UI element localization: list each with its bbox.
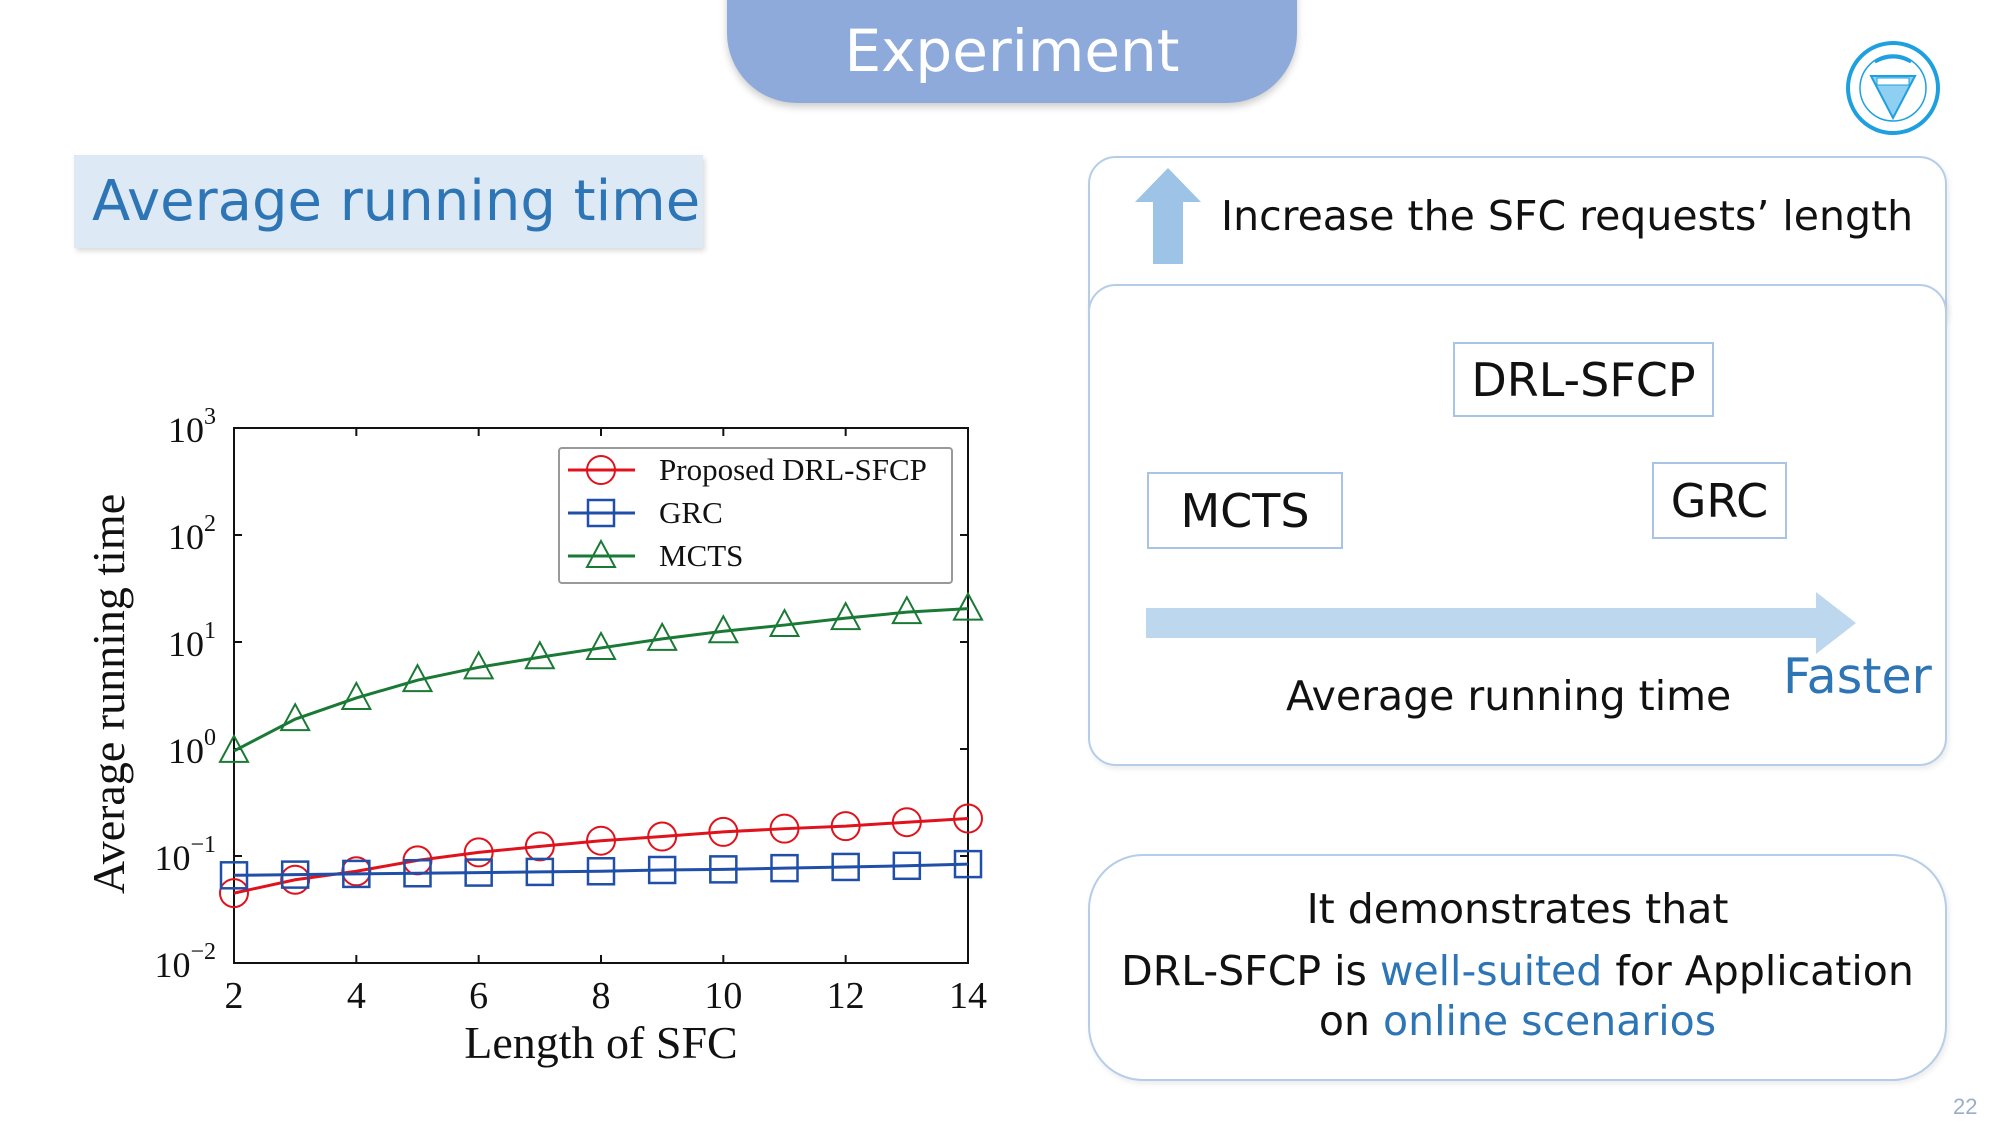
highlight-well-suited: well-suited xyxy=(1379,947,1603,995)
x-tick-label: 2 xyxy=(225,975,244,1017)
data-point-square xyxy=(770,853,799,883)
conclusion-line-1: It demonstrates that xyxy=(1306,885,1729,933)
y-tick-exponent: 0 xyxy=(204,725,216,751)
y-tick-base: 10 xyxy=(168,731,204,771)
up-arrow-icon xyxy=(1135,168,1201,264)
section-heading: Average running time xyxy=(74,155,703,248)
data-point-triangle xyxy=(646,621,678,651)
y-tick-base: 10 xyxy=(154,945,190,985)
x-tick-label: 4 xyxy=(347,975,366,1017)
data-point-triangle xyxy=(768,607,801,638)
page-number: 22 xyxy=(1953,1094,1978,1119)
section-title: Average running time xyxy=(92,169,701,234)
data-point-square xyxy=(647,855,677,885)
slide-title: Experiment xyxy=(844,16,1180,85)
drl-sfcp-box: DRL-SFCP xyxy=(1453,342,1714,417)
data-point-square xyxy=(709,855,738,884)
conclusion-panel xyxy=(1088,854,1947,1081)
legend-label: Proposed DRL-SFCP xyxy=(659,452,927,487)
data-point-triangle xyxy=(401,663,434,693)
data-point-circle xyxy=(524,831,555,862)
data-point-circle xyxy=(891,807,922,838)
data-point-square xyxy=(219,861,249,890)
y-tick-label: 100 xyxy=(168,725,216,771)
conclusion-text-part: on xyxy=(1318,997,1384,1045)
data-point-triangle xyxy=(891,595,923,625)
y-tick-label: 103 xyxy=(168,404,216,450)
slide-title-banner: Experiment xyxy=(727,0,1297,103)
data-point-triangle xyxy=(707,614,740,644)
data-point-triangle xyxy=(585,630,617,660)
data-point-square xyxy=(403,858,432,888)
right-arrow-icon xyxy=(1146,592,1856,654)
y-tick-exponent: 1 xyxy=(204,618,216,644)
mcts-box: MCTS xyxy=(1147,472,1343,549)
data-point-square xyxy=(586,857,616,886)
data-point-square xyxy=(280,860,310,889)
y-tick-exponent: 3 xyxy=(204,404,216,430)
data-point-square xyxy=(953,849,983,879)
data-point-circle xyxy=(647,821,678,852)
data-point-circle xyxy=(769,813,800,844)
university-logo xyxy=(1846,41,1940,135)
y-tick-exponent: −1 xyxy=(190,832,216,858)
y-tick-exponent: −2 xyxy=(190,939,216,965)
data-point-circle xyxy=(708,816,739,847)
legend-box xyxy=(558,447,953,584)
data-point-circle xyxy=(463,837,494,868)
y-tick-base: 10 xyxy=(154,838,190,878)
x-tick-label: 10 xyxy=(704,975,742,1017)
faster-label: Faster xyxy=(1783,648,1932,705)
data-point-circle xyxy=(219,878,249,909)
conclusion-text-part: DRL-SFCP is xyxy=(1121,947,1380,995)
grc-box: GRC xyxy=(1652,462,1787,539)
data-point-triangle xyxy=(829,601,862,631)
data-point-square xyxy=(464,858,493,887)
conclusion-text-part: for Application xyxy=(1602,947,1914,995)
series-line-triangle xyxy=(233,607,969,753)
y-tick-label: 101 xyxy=(168,618,216,664)
conclusion-line-2: DRL-SFCP is well-suited for Application xyxy=(1088,946,1947,996)
data-point-square xyxy=(831,852,860,882)
data-point-square xyxy=(342,859,371,889)
y-tick-label: 10−2 xyxy=(154,939,216,985)
y-axis-label: Average running time xyxy=(83,494,134,894)
x-axis-label: Length of SFC xyxy=(464,1017,737,1068)
highlight-online-scenarios: online scenarios xyxy=(1383,997,1717,1045)
data-point-triangle xyxy=(279,702,311,732)
data-point-square xyxy=(892,851,922,881)
data-point-circle xyxy=(953,803,983,834)
data-point-triangle xyxy=(340,680,373,710)
data-point-triangle xyxy=(952,591,984,621)
data-point-circle xyxy=(586,825,616,856)
y-tick-label: 10−1 xyxy=(154,832,216,878)
series-line-circle xyxy=(233,817,969,895)
data-point-triangle xyxy=(218,733,250,763)
data-point-circle xyxy=(830,811,861,842)
data-point-triangle xyxy=(462,650,495,680)
legend-marker-triangle xyxy=(585,538,617,568)
legend-marker-circle xyxy=(586,455,616,485)
y-tick-base: 10 xyxy=(168,624,204,664)
x-tick-label: 6 xyxy=(469,975,488,1017)
x-tick-label: 12 xyxy=(827,975,865,1017)
x-tick-label: 8 xyxy=(592,975,611,1017)
x-tick-label: 14 xyxy=(949,975,987,1017)
y-tick-base: 10 xyxy=(168,410,204,450)
legend-marker-square xyxy=(586,498,616,528)
y-tick-base: 10 xyxy=(168,517,204,557)
conclusion-text: It demonstrates that DRL-SFCP is well-su… xyxy=(1088,884,1947,1046)
y-tick-label: 102 xyxy=(168,511,216,557)
axis-label: Average running time xyxy=(1286,672,1732,720)
data-point-square xyxy=(525,857,555,887)
legend-label: MCTS xyxy=(659,538,743,573)
conclusion-line-3: on online scenarios xyxy=(1088,996,1947,1046)
series-line-square xyxy=(233,862,969,877)
data-point-triangle xyxy=(524,640,556,670)
y-tick-exponent: 2 xyxy=(204,511,216,537)
legend-label: GRC xyxy=(659,495,723,530)
increase-label: Increase the SFC requests’ length xyxy=(1221,192,1914,240)
